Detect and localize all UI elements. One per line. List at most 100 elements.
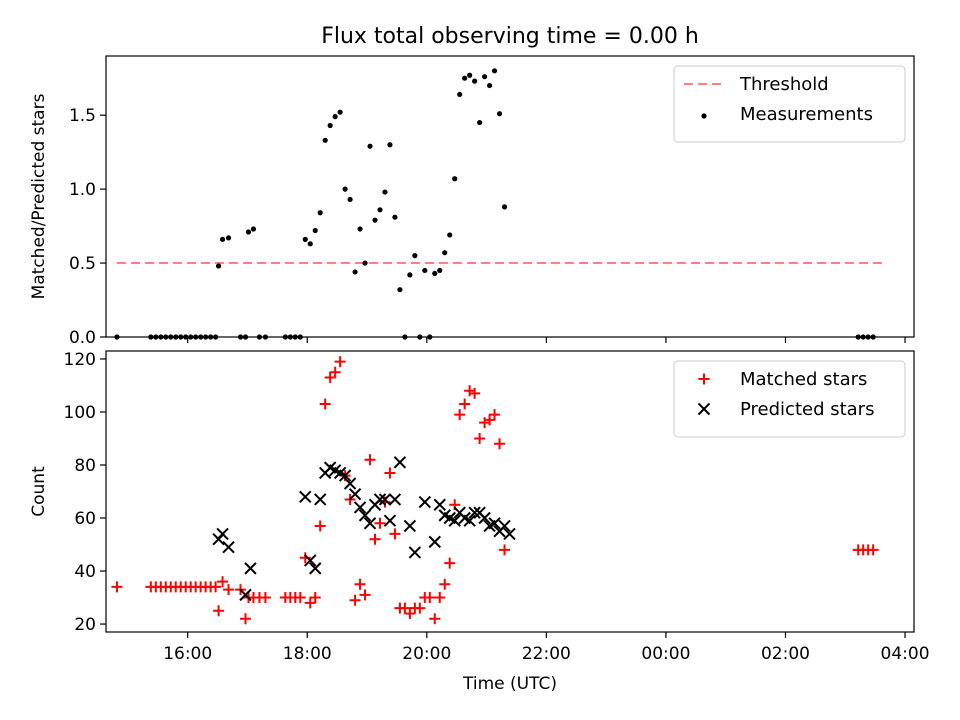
legend-label: Matched stars xyxy=(740,369,867,390)
measurement-point xyxy=(292,334,298,340)
y-tick-label: 1.0 xyxy=(69,180,96,200)
measurement-point xyxy=(427,334,433,340)
x-tick-label: 16:00 xyxy=(163,644,212,664)
bottom-panel: 20 40 60 80 100 120 16:00 18:00 20:00 22:00 00:00 0… xyxy=(29,350,930,694)
y-tick-label: 20 xyxy=(74,615,96,635)
predicted-star-point xyxy=(313,493,327,506)
matched-star-point xyxy=(111,581,123,593)
matched-star-point xyxy=(389,528,401,540)
predicted-star-point xyxy=(222,540,235,554)
top-panel: 0.0 0.5 1.0 1.5 Matched/Predicted stars Thres… xyxy=(29,55,915,348)
measurement-point xyxy=(447,232,453,238)
measurement-point xyxy=(367,143,373,149)
measurement-point xyxy=(417,334,423,340)
predicted-star-point xyxy=(448,514,461,527)
measurement-point xyxy=(178,334,184,340)
matched-star-point xyxy=(319,398,331,410)
measurement-point xyxy=(302,236,308,242)
matched-star-point xyxy=(374,517,386,529)
measurement-point xyxy=(501,204,508,210)
x-tick-label: 18:00 xyxy=(283,644,332,664)
predicted-star-point xyxy=(338,469,352,482)
measurement-point xyxy=(402,334,408,340)
measurement-point xyxy=(245,229,252,235)
matched-star-point xyxy=(867,544,879,556)
predicted-star-point xyxy=(343,477,357,490)
matched-star-point xyxy=(314,520,326,532)
measurement-point xyxy=(307,241,313,247)
measurement-point xyxy=(163,334,169,340)
measurement-point xyxy=(457,91,463,98)
measurement-point xyxy=(193,334,199,340)
matched-star-point xyxy=(459,398,471,410)
legend: Matched stars Predicted stars xyxy=(673,360,906,438)
measurement-point xyxy=(148,334,154,340)
measurement-point xyxy=(397,287,403,293)
measurement-point xyxy=(357,226,363,232)
measurement-point xyxy=(242,334,249,340)
matched-star-point xyxy=(324,372,336,384)
measurement-point xyxy=(183,334,189,340)
matched-star-point xyxy=(499,544,511,556)
matched-star-point xyxy=(479,417,491,429)
matched-star-point xyxy=(429,613,441,625)
matched-star-point xyxy=(364,454,376,466)
matched-star-point xyxy=(369,533,381,545)
measurement-point xyxy=(422,267,428,274)
predicted-star-point xyxy=(373,493,387,506)
measurement-point xyxy=(437,267,443,274)
matched-star-point xyxy=(489,409,501,421)
predicted-star-point xyxy=(408,546,422,559)
predicted-star-point xyxy=(418,495,432,509)
measurement-point xyxy=(203,334,209,340)
measurement-point xyxy=(377,207,383,213)
y-tick-label: 0.0 xyxy=(69,328,96,348)
measurement-point xyxy=(462,75,468,81)
measurement-point xyxy=(332,114,338,120)
measurement-point xyxy=(412,253,418,259)
measurement-point xyxy=(855,334,861,340)
predicted-star-point xyxy=(403,519,417,533)
measurement-point xyxy=(168,334,174,340)
matched-star-point xyxy=(217,576,229,588)
matched-star-point xyxy=(309,592,321,604)
y-tick-label: 100 xyxy=(64,403,96,423)
matched-star-point xyxy=(329,366,341,378)
y-tick-label: 120 xyxy=(64,350,96,370)
matched-star-point xyxy=(334,356,346,368)
measurement-point xyxy=(153,334,159,340)
predicted-star-point xyxy=(239,588,252,602)
predicted-star-point xyxy=(353,501,367,514)
measurement-point xyxy=(297,334,303,340)
x-tick-label: 04:00 xyxy=(881,644,930,664)
matched-star-point xyxy=(294,592,306,604)
measurement-point xyxy=(173,334,179,340)
matched-star-point xyxy=(414,602,426,614)
matched-star-point xyxy=(434,592,446,604)
measurement-point xyxy=(225,235,232,241)
measurement-point xyxy=(372,217,378,223)
measurement-point xyxy=(208,334,214,340)
predicted-star-point xyxy=(428,535,441,549)
predicted-star-point xyxy=(478,511,491,525)
x-tick-label: 02:00 xyxy=(761,644,810,664)
y-axis-label: Matched/Predicted stars xyxy=(29,93,49,299)
legend-predicted-swatch xyxy=(697,402,711,416)
matched-star-point xyxy=(223,584,235,596)
predicted-star-point xyxy=(216,527,229,541)
legend-box xyxy=(673,360,906,438)
x-tick-label: 20:00 xyxy=(402,644,451,664)
plot-frame xyxy=(105,55,915,338)
measurement-point xyxy=(342,186,348,192)
matched-star-point xyxy=(424,592,436,604)
figure-title: Flux total observing time = 0.00 h xyxy=(321,24,699,49)
predicted-star-point xyxy=(393,456,407,469)
measurement-point xyxy=(496,111,503,117)
measurement-point xyxy=(477,119,483,126)
matched-star-point xyxy=(469,387,481,399)
x-axis-label: Time (UTC) xyxy=(462,674,557,694)
matched-star-point xyxy=(464,385,476,397)
measurement-point xyxy=(362,260,368,266)
matched-star-point xyxy=(444,557,456,569)
